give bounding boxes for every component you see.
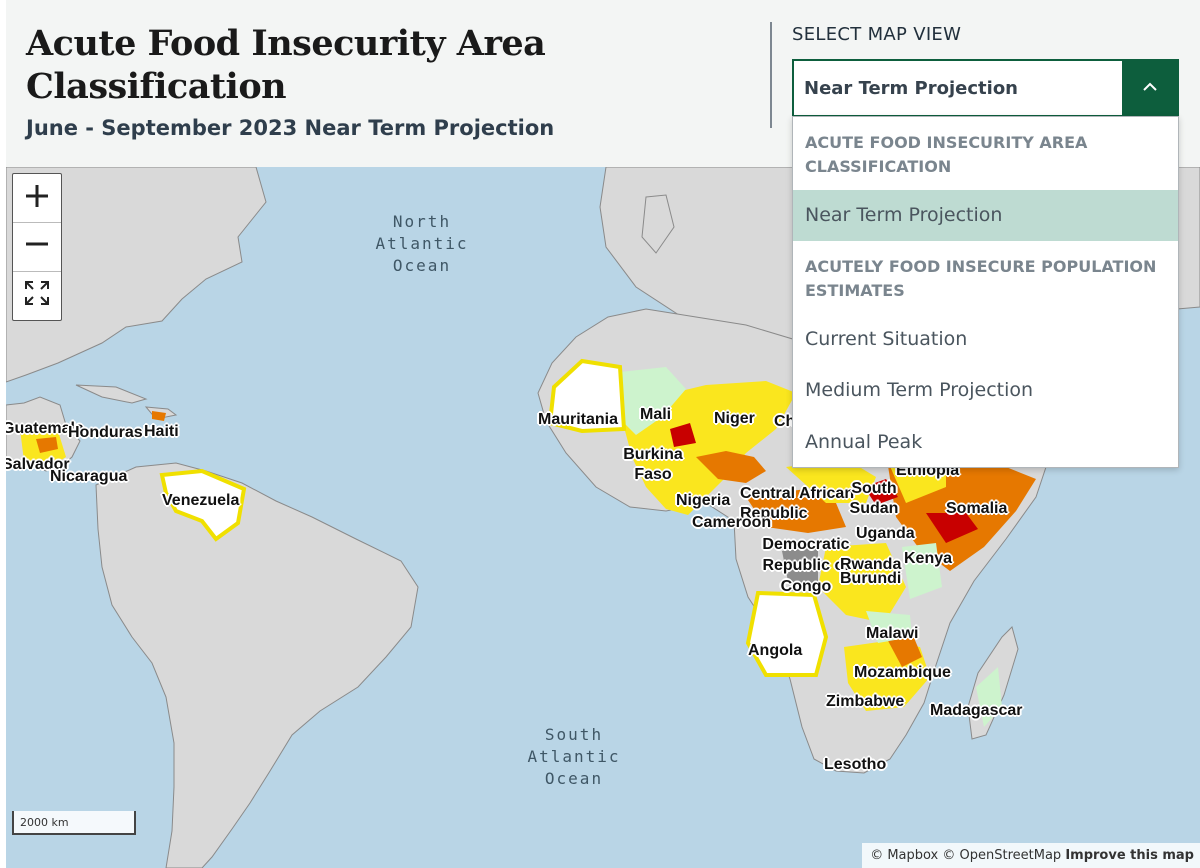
kenya-minimal-area [902, 543, 942, 599]
country-label-salvador: Salvador [6, 456, 70, 473]
dropdown-group-heading: ACUTE FOOD INSECURITY AREA CLASSIFICATIO… [805, 133, 1088, 176]
dropdown-option-near-term-projection[interactable]: Near Term Projection [793, 190, 1178, 241]
malawi-minimal-area [866, 611, 912, 643]
ocean-label-south-atlantic: South Atlantic Ocean [527, 725, 621, 788]
country-label-kenya: Kenya [904, 550, 953, 567]
select-map-view-label: SELECT MAP VIEW [792, 24, 962, 45]
country-label-somalia: Somalia [946, 500, 1008, 517]
country-label-niger: Niger [714, 410, 755, 427]
improve-map-link[interactable]: Improve this map [1065, 848, 1194, 863]
somalia-emergency-area [926, 513, 978, 543]
chevron-up-icon [1142, 79, 1158, 97]
country-label-cameroon: Cameroon [692, 514, 772, 531]
expand-icon [23, 279, 51, 312]
angola-area [745, 590, 829, 677]
honduras-crisis-area [36, 437, 58, 453]
map-view-select[interactable]: Near Term Projection [792, 59, 1179, 117]
country-label-burkina-faso: Burkina Faso [623, 446, 683, 483]
country-label-malawi: Malawi [866, 625, 919, 642]
country-label-angola: Angola [748, 642, 803, 659]
dropdown-option-current-situation[interactable]: Current Situation [805, 328, 968, 350]
map-view-dropdown: ACUTE FOOD INSECURITY AREA CLASSIFICATIO… [792, 116, 1179, 468]
drc-stressed-area [818, 543, 906, 623]
nigeria-crisis-area [696, 451, 766, 483]
sahel-minimal-area [618, 367, 686, 435]
zoom-controls [12, 173, 62, 321]
dropdown-option-medium-term-projection[interactable]: Medium Term Projection [805, 379, 1034, 401]
scale-bar: 2000 km [12, 811, 136, 835]
country-label-central-african-republic: Central African Republic [740, 485, 855, 522]
country-label-zimbabwe: Zimbabwe [826, 693, 905, 710]
map-view-select-value: Near Term Projection [804, 78, 1018, 99]
plus-icon [24, 183, 50, 214]
country-label-burundi: Burundi [840, 570, 902, 587]
country-label-nigeria: Nigeria [676, 492, 731, 509]
fit-map-button[interactable] [13, 271, 61, 319]
zoom-in-button[interactable] [13, 174, 61, 222]
country-label-haiti: Haiti [144, 423, 179, 440]
venezuela-area [159, 468, 247, 542]
car-stressed-area [786, 459, 876, 503]
haiti-crisis-area [152, 411, 166, 421]
dropdown-option-annual-peak[interactable]: Annual Peak [805, 431, 923, 453]
country-label-mozambique: Mozambique [854, 664, 951, 681]
country-label-honduras: Honduras [68, 424, 143, 441]
map-attribution: © Mapbox © OpenStreetMap Improve this ma… [862, 843, 1200, 868]
country-label-guatemala: Guatemala [6, 420, 84, 437]
country-label-lesotho: Lesotho [824, 756, 887, 773]
south-sudan-emergency-area [864, 479, 898, 505]
country-label-mauritania: Mauritania [538, 411, 619, 428]
country-label-south-sudan: South Sudan [849, 480, 899, 517]
country-label-chad: Ch [774, 413, 796, 430]
country-label-mali: Mali [640, 406, 672, 423]
country-label-nicaragua: Nicaragua [50, 468, 128, 485]
south-america-landmass [95, 462, 419, 868]
page-subtitle: June - September 2023 Near Term Projecti… [26, 116, 555, 140]
cuba-landmass [75, 384, 148, 404]
country-label-madagascar: Madagascar [930, 702, 1023, 719]
map-view-select-toggle[interactable] [1122, 61, 1177, 115]
minus-icon [24, 231, 50, 262]
ocean-label-north-atlantic: North Atlantic Ocean [375, 212, 469, 275]
central-africa-crisis-area [746, 489, 846, 533]
dropdown-group-heading: ACUTELY FOOD INSECURE POPULATION ESTIMAT… [805, 257, 1157, 300]
attribution-text: © Mapbox © OpenStreetMap [870, 848, 1062, 863]
country-label-drc: Democratic Republic of Congo [762, 536, 850, 595]
header-divider [770, 22, 772, 128]
north-america-landmass [6, 167, 267, 383]
no-data-area [782, 547, 818, 591]
madagascar-minimal-area [976, 667, 1002, 727]
british-isles-landmass [641, 194, 675, 254]
page-title: Acute Food Insecurity Area Classificatio… [26, 23, 546, 107]
ethiopia-stressed-area [886, 457, 946, 503]
zoom-out-button[interactable] [13, 222, 61, 270]
mali-emergency-area [670, 423, 696, 447]
mozambique-crisis-area [886, 633, 922, 667]
country-label-uganda: Uganda [856, 525, 915, 542]
mauritania-area [547, 358, 627, 434]
country-label-rwanda: Rwanda [840, 556, 902, 573]
country-label-venezuela: Venezuela [162, 492, 240, 509]
